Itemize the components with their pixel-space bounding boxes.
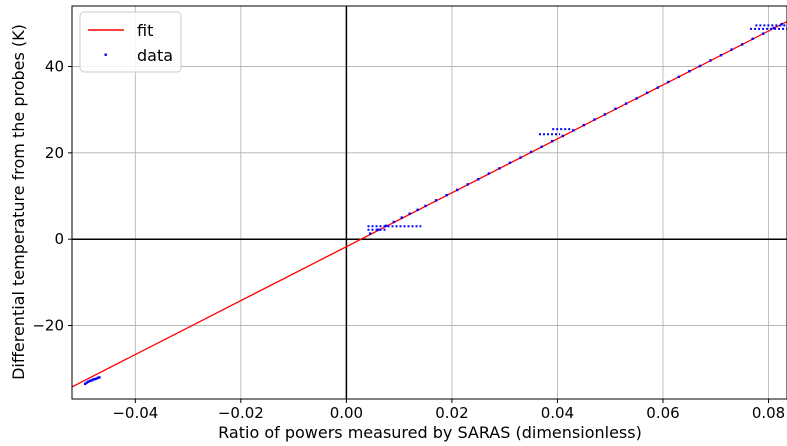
data-point (96, 376, 100, 380)
data-point (445, 193, 448, 197)
data-point (392, 220, 396, 224)
legend-data-label: data (137, 46, 173, 65)
data-point (368, 232, 372, 235)
data-point (91, 378, 95, 381)
data-point (582, 123, 586, 127)
legend-fit-label: fit (137, 21, 153, 40)
data-point (572, 129, 575, 132)
x-axis: −0.04 −0.02 0.00 0.02 0.04 0.06 0.08 (112, 399, 785, 422)
data-point (508, 161, 512, 164)
data-point (762, 32, 765, 35)
data-point (614, 107, 617, 110)
y-tick-label: −20 (32, 317, 64, 335)
data-point (550, 139, 554, 143)
data-point (719, 54, 723, 57)
x-tick-label: −0.02 (218, 404, 264, 422)
plot-frame (71, 5, 787, 400)
x-tick-label: 0.00 (330, 404, 363, 422)
data-point (698, 64, 702, 68)
data-point (677, 75, 681, 79)
legend-frame (79, 11, 182, 73)
y-axis: −20 0 20 40 (32, 57, 72, 335)
data-point (603, 113, 607, 116)
x-tick-label: −0.04 (112, 404, 158, 422)
data-points (83, 22, 787, 386)
y-tick-label: 40 (45, 57, 64, 75)
data-point (645, 91, 649, 95)
data-point (466, 183, 469, 186)
data-point (384, 224, 388, 228)
x-tick-label: 0.04 (541, 404, 574, 422)
data-point (456, 188, 459, 192)
legend: fit data (79, 11, 182, 73)
data-point (85, 381, 88, 384)
data-point (477, 177, 480, 181)
data-point (540, 145, 543, 148)
x-tick-label: 0.08 (752, 404, 785, 422)
data-point (730, 48, 733, 51)
data-point (400, 216, 403, 219)
y-tick-label: 0 (54, 230, 64, 248)
data-point (688, 70, 691, 73)
data-point (519, 156, 522, 159)
data-point (95, 377, 98, 380)
data-point (408, 212, 411, 215)
data-point (772, 26, 776, 30)
data-point (83, 382, 87, 386)
data-point (434, 199, 438, 202)
data-point (376, 228, 380, 231)
x-tick-label: 0.02 (435, 404, 468, 422)
data-point (593, 118, 596, 121)
y-axis-title: Differential temperature from the probes… (9, 24, 28, 380)
data-point (416, 208, 419, 212)
legend-data-swatch (104, 53, 107, 56)
y-tick-label: 20 (45, 144, 64, 162)
data-point (780, 22, 783, 26)
data-point (709, 59, 712, 62)
data-point (90, 379, 93, 382)
zero-lines (72, 6, 787, 399)
data-point (98, 376, 101, 379)
data-point (740, 43, 744, 46)
data-point (424, 204, 427, 208)
data-point (498, 167, 501, 170)
data-point (624, 102, 628, 105)
x-tick-label: 0.06 (646, 404, 679, 422)
data-point (751, 37, 754, 41)
series-layer (71, 20, 787, 388)
x-axis-title: Ratio of powers measured by SARAS (dimen… (218, 423, 642, 442)
data-point (667, 80, 670, 84)
data-point (88, 379, 92, 383)
data-point (487, 172, 491, 175)
data-point (656, 86, 659, 89)
data-point (561, 134, 564, 138)
data-point (635, 97, 638, 100)
data-point (529, 150, 533, 154)
data-point (87, 380, 90, 383)
data-point (93, 377, 96, 381)
